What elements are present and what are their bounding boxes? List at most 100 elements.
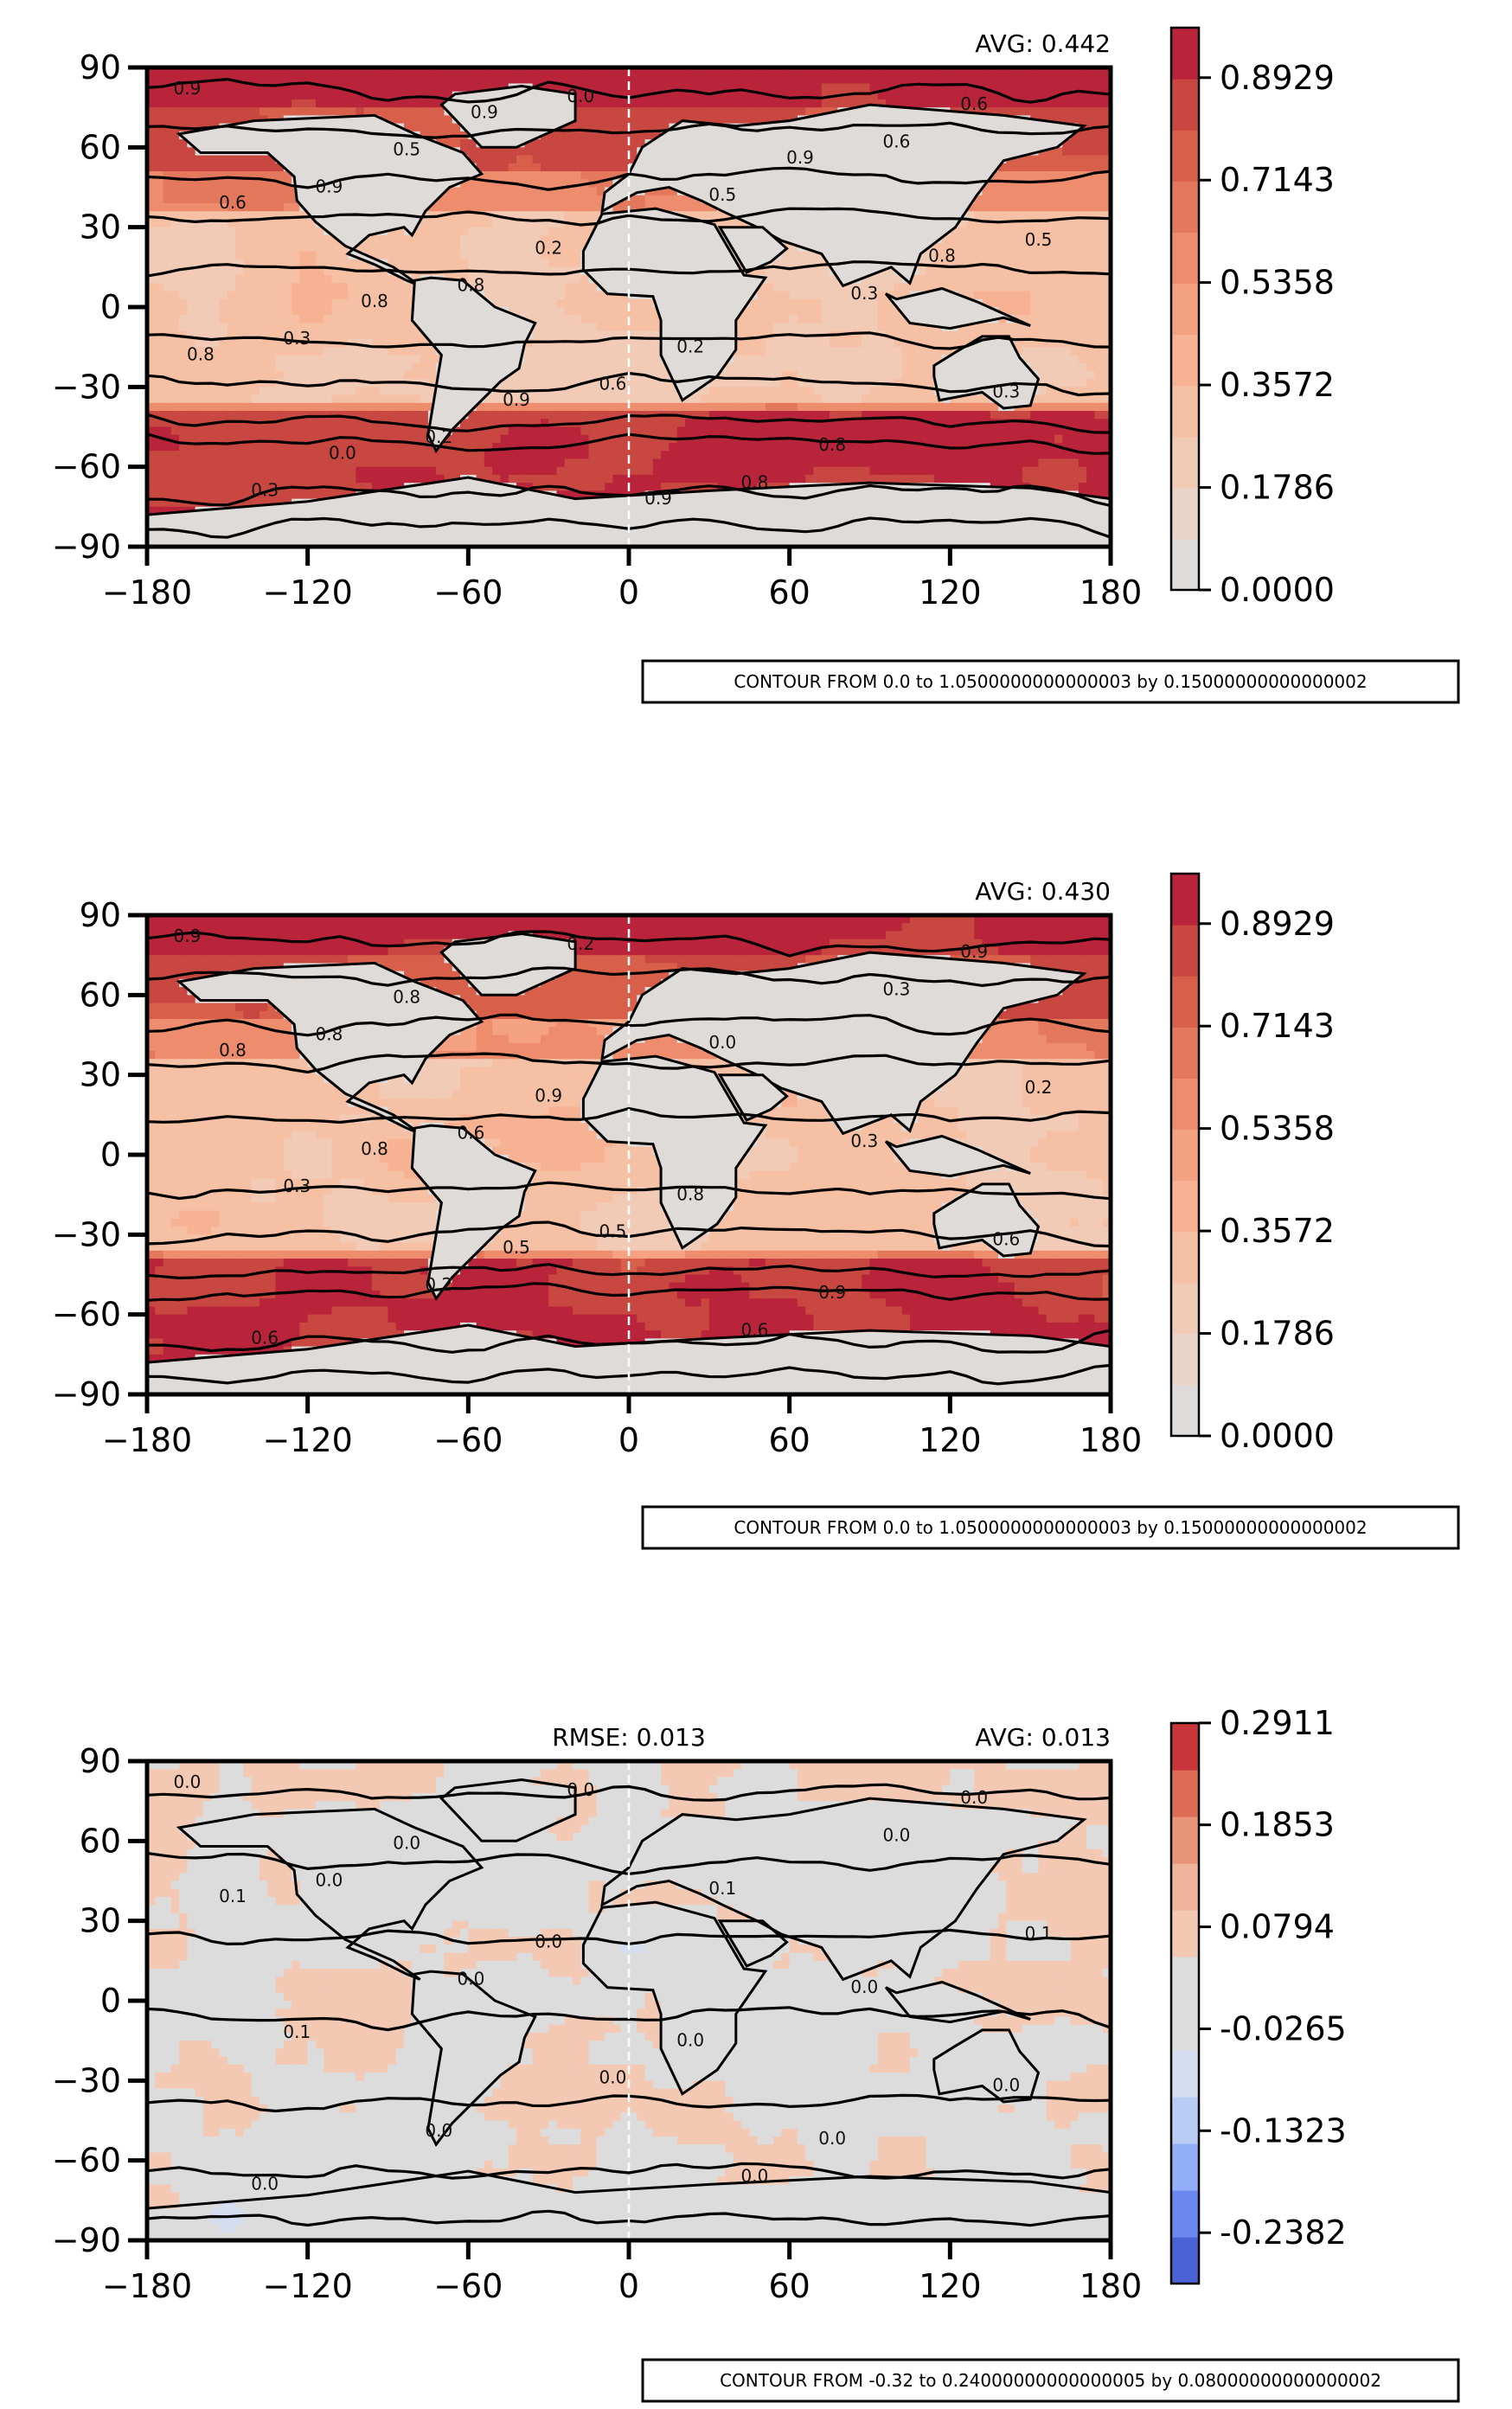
field-cell xyxy=(740,99,750,108)
field-cell xyxy=(163,107,172,116)
field-cell xyxy=(1046,115,1055,125)
field-cell xyxy=(363,315,373,324)
field-cell xyxy=(573,323,581,332)
field-cell xyxy=(693,211,702,221)
field-cell xyxy=(1054,355,1063,364)
field-cell xyxy=(404,234,413,244)
field-cell xyxy=(1022,338,1031,348)
field-cell xyxy=(170,107,180,116)
field-cell xyxy=(564,291,573,300)
field-cell xyxy=(886,338,894,348)
field-cell xyxy=(661,394,670,404)
field-cell xyxy=(292,91,300,100)
field-cell xyxy=(926,338,935,348)
field-cell xyxy=(476,259,485,268)
field-cell xyxy=(1102,219,1111,228)
field-cell xyxy=(412,123,421,132)
field-cell xyxy=(894,99,903,108)
field-cell xyxy=(637,99,646,108)
field-cell xyxy=(540,330,549,340)
field-cell xyxy=(1078,298,1087,308)
field-cell xyxy=(170,155,180,164)
field-cell xyxy=(620,163,630,172)
field-cell xyxy=(283,283,292,292)
field-cell xyxy=(219,266,228,276)
field-cell xyxy=(1054,219,1063,228)
field-cell xyxy=(363,370,373,380)
field-cell xyxy=(933,99,943,108)
field-cell xyxy=(1022,315,1031,324)
field-cell xyxy=(644,323,654,332)
field-cell xyxy=(612,394,622,404)
field-cell xyxy=(275,234,285,244)
field-cell xyxy=(163,155,172,164)
field-cell xyxy=(348,379,356,388)
field-cell xyxy=(179,315,189,324)
field-cell xyxy=(805,283,815,292)
field-cell xyxy=(573,370,581,380)
field-cell xyxy=(235,187,244,196)
field-cell xyxy=(1014,179,1023,189)
field-cell xyxy=(348,330,356,340)
field-cell xyxy=(170,234,180,244)
field-cell xyxy=(202,67,212,76)
field-cell xyxy=(219,211,228,221)
field-cell xyxy=(564,202,573,212)
field-cell xyxy=(1086,83,1096,93)
field-cell xyxy=(492,83,502,93)
field-cell xyxy=(789,315,798,324)
field-cell xyxy=(371,323,381,332)
field-cell xyxy=(749,67,759,76)
field-cell xyxy=(1022,107,1031,116)
field-cell xyxy=(155,243,164,252)
field-cell xyxy=(492,195,502,204)
field-cell xyxy=(202,227,212,236)
field-cell xyxy=(436,115,445,125)
field-cell xyxy=(757,91,766,100)
field-cell xyxy=(644,347,654,356)
field-cell xyxy=(1054,227,1063,236)
field-cell xyxy=(307,275,317,284)
field-cell xyxy=(637,139,646,148)
field-cell xyxy=(1094,131,1104,140)
field-cell xyxy=(1094,266,1104,276)
field-cell xyxy=(1078,163,1087,172)
field-cell xyxy=(155,394,164,404)
field-cell xyxy=(227,347,236,356)
field-cell xyxy=(516,298,525,308)
field-cell xyxy=(307,387,317,396)
field-cell xyxy=(356,323,365,332)
field-cell xyxy=(427,251,437,260)
field-cell xyxy=(580,171,590,180)
field-cell xyxy=(805,83,815,93)
field-cell xyxy=(909,91,919,100)
field-cell xyxy=(460,195,469,204)
field-cell xyxy=(580,323,590,332)
field-cell xyxy=(251,251,260,260)
field-cell xyxy=(195,211,204,221)
field-cell xyxy=(1086,266,1096,276)
field-cell xyxy=(669,75,678,85)
field-cell xyxy=(869,99,879,108)
field-cell xyxy=(170,243,180,252)
field-cell xyxy=(564,275,573,284)
field-cell xyxy=(605,171,614,180)
field-cell xyxy=(950,338,959,348)
field-cell xyxy=(813,266,823,276)
field-cell xyxy=(1070,202,1080,212)
field-cell xyxy=(380,355,389,364)
field-cell xyxy=(1054,211,1063,221)
field-cell xyxy=(877,355,887,364)
field-cell xyxy=(564,355,573,364)
field-cell xyxy=(267,338,277,348)
field-cell xyxy=(676,75,686,85)
field-cell xyxy=(444,202,453,212)
field-cell xyxy=(1006,187,1015,196)
field-cell xyxy=(147,99,156,108)
field-cell xyxy=(789,323,798,332)
field-cell xyxy=(532,155,541,164)
field-cell xyxy=(195,219,204,228)
field-cell xyxy=(644,99,654,108)
field-cell xyxy=(476,187,485,196)
field-cell xyxy=(283,107,292,116)
